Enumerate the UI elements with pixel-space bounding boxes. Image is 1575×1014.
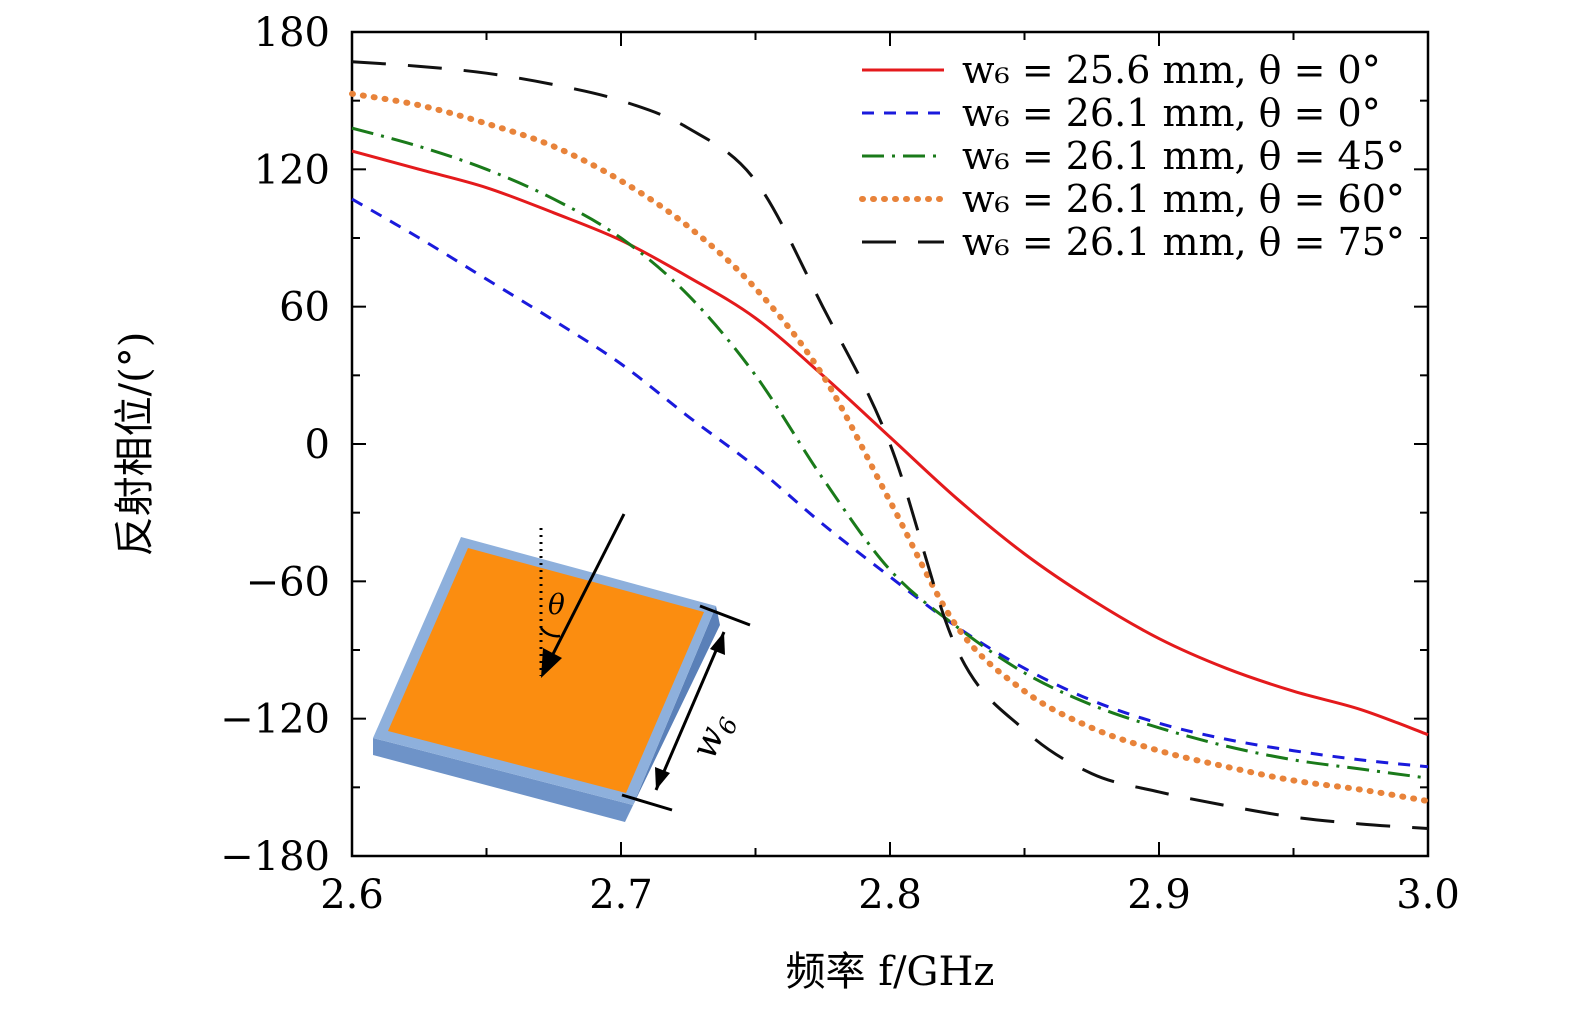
dimension-tick-bottom: [621, 793, 673, 812]
legend-label-2: w₆ = 26.1 mm, θ = 0°: [962, 91, 1381, 135]
y-tick-label: 60: [279, 285, 330, 331]
series-lines: [349, 60, 1431, 831]
y-tick-label: 0: [305, 422, 330, 468]
legend: w₆ = 25.6 mm, θ = 0°w₆ = 26.1 mm, θ = 0°…: [859, 48, 1405, 264]
legend-label-4: w₆ = 26.1 mm, θ = 60°: [962, 177, 1405, 221]
axis-tick-labels: 2.6 2.7 2.8 2.9 3.0 180 120 60 0 −60 −120 −180: [220, 10, 1460, 918]
unit-cell-illustration: θ w6: [373, 513, 751, 822]
incident-arrow-head: [541, 648, 562, 678]
y-tick-label: −60: [246, 559, 330, 605]
x-tick-label: 2.9: [1127, 872, 1191, 918]
substrate-side-right: [625, 606, 720, 822]
dimension-arrow-line: [654, 631, 726, 791]
theta-angle-arc: [539, 627, 561, 638]
legend-label-1: w₆ = 25.6 mm, θ = 0°: [962, 48, 1381, 92]
axis-ticks: [351, 31, 1429, 857]
y-tick-label: 180: [254, 10, 330, 56]
dimension-arrowhead-top: [710, 632, 725, 655]
series-line-3: [351, 126, 1429, 780]
dimension-tick-top: [699, 604, 751, 627]
y-tick-label: −180: [220, 834, 330, 880]
y-tick-label: −120: [220, 697, 330, 743]
incident-arrow-shaft: [548, 513, 626, 661]
dimension-arrowhead-bottom: [655, 767, 670, 790]
x-axis-title: 频率 f/GHz: [786, 949, 995, 995]
substrate-side-left: [373, 738, 633, 822]
legend-label-5: w₆ = 26.1 mm, θ = 75°: [962, 220, 1405, 264]
series-line-1: [351, 149, 1429, 737]
x-tick-label: 3.0: [1396, 872, 1460, 918]
y-axis-title: 反射相位/(°): [112, 332, 158, 557]
y-tick-label: 120: [254, 147, 330, 193]
x-tick-label: 2.8: [858, 872, 922, 918]
x-tick-label: 2.7: [589, 872, 653, 918]
theta-label: θ: [548, 588, 565, 621]
x-tick-label: 2.6: [320, 872, 384, 918]
series-line-4: [349, 90, 1431, 805]
legend-label-3: w₆ = 26.1 mm, θ = 45°: [962, 134, 1405, 178]
